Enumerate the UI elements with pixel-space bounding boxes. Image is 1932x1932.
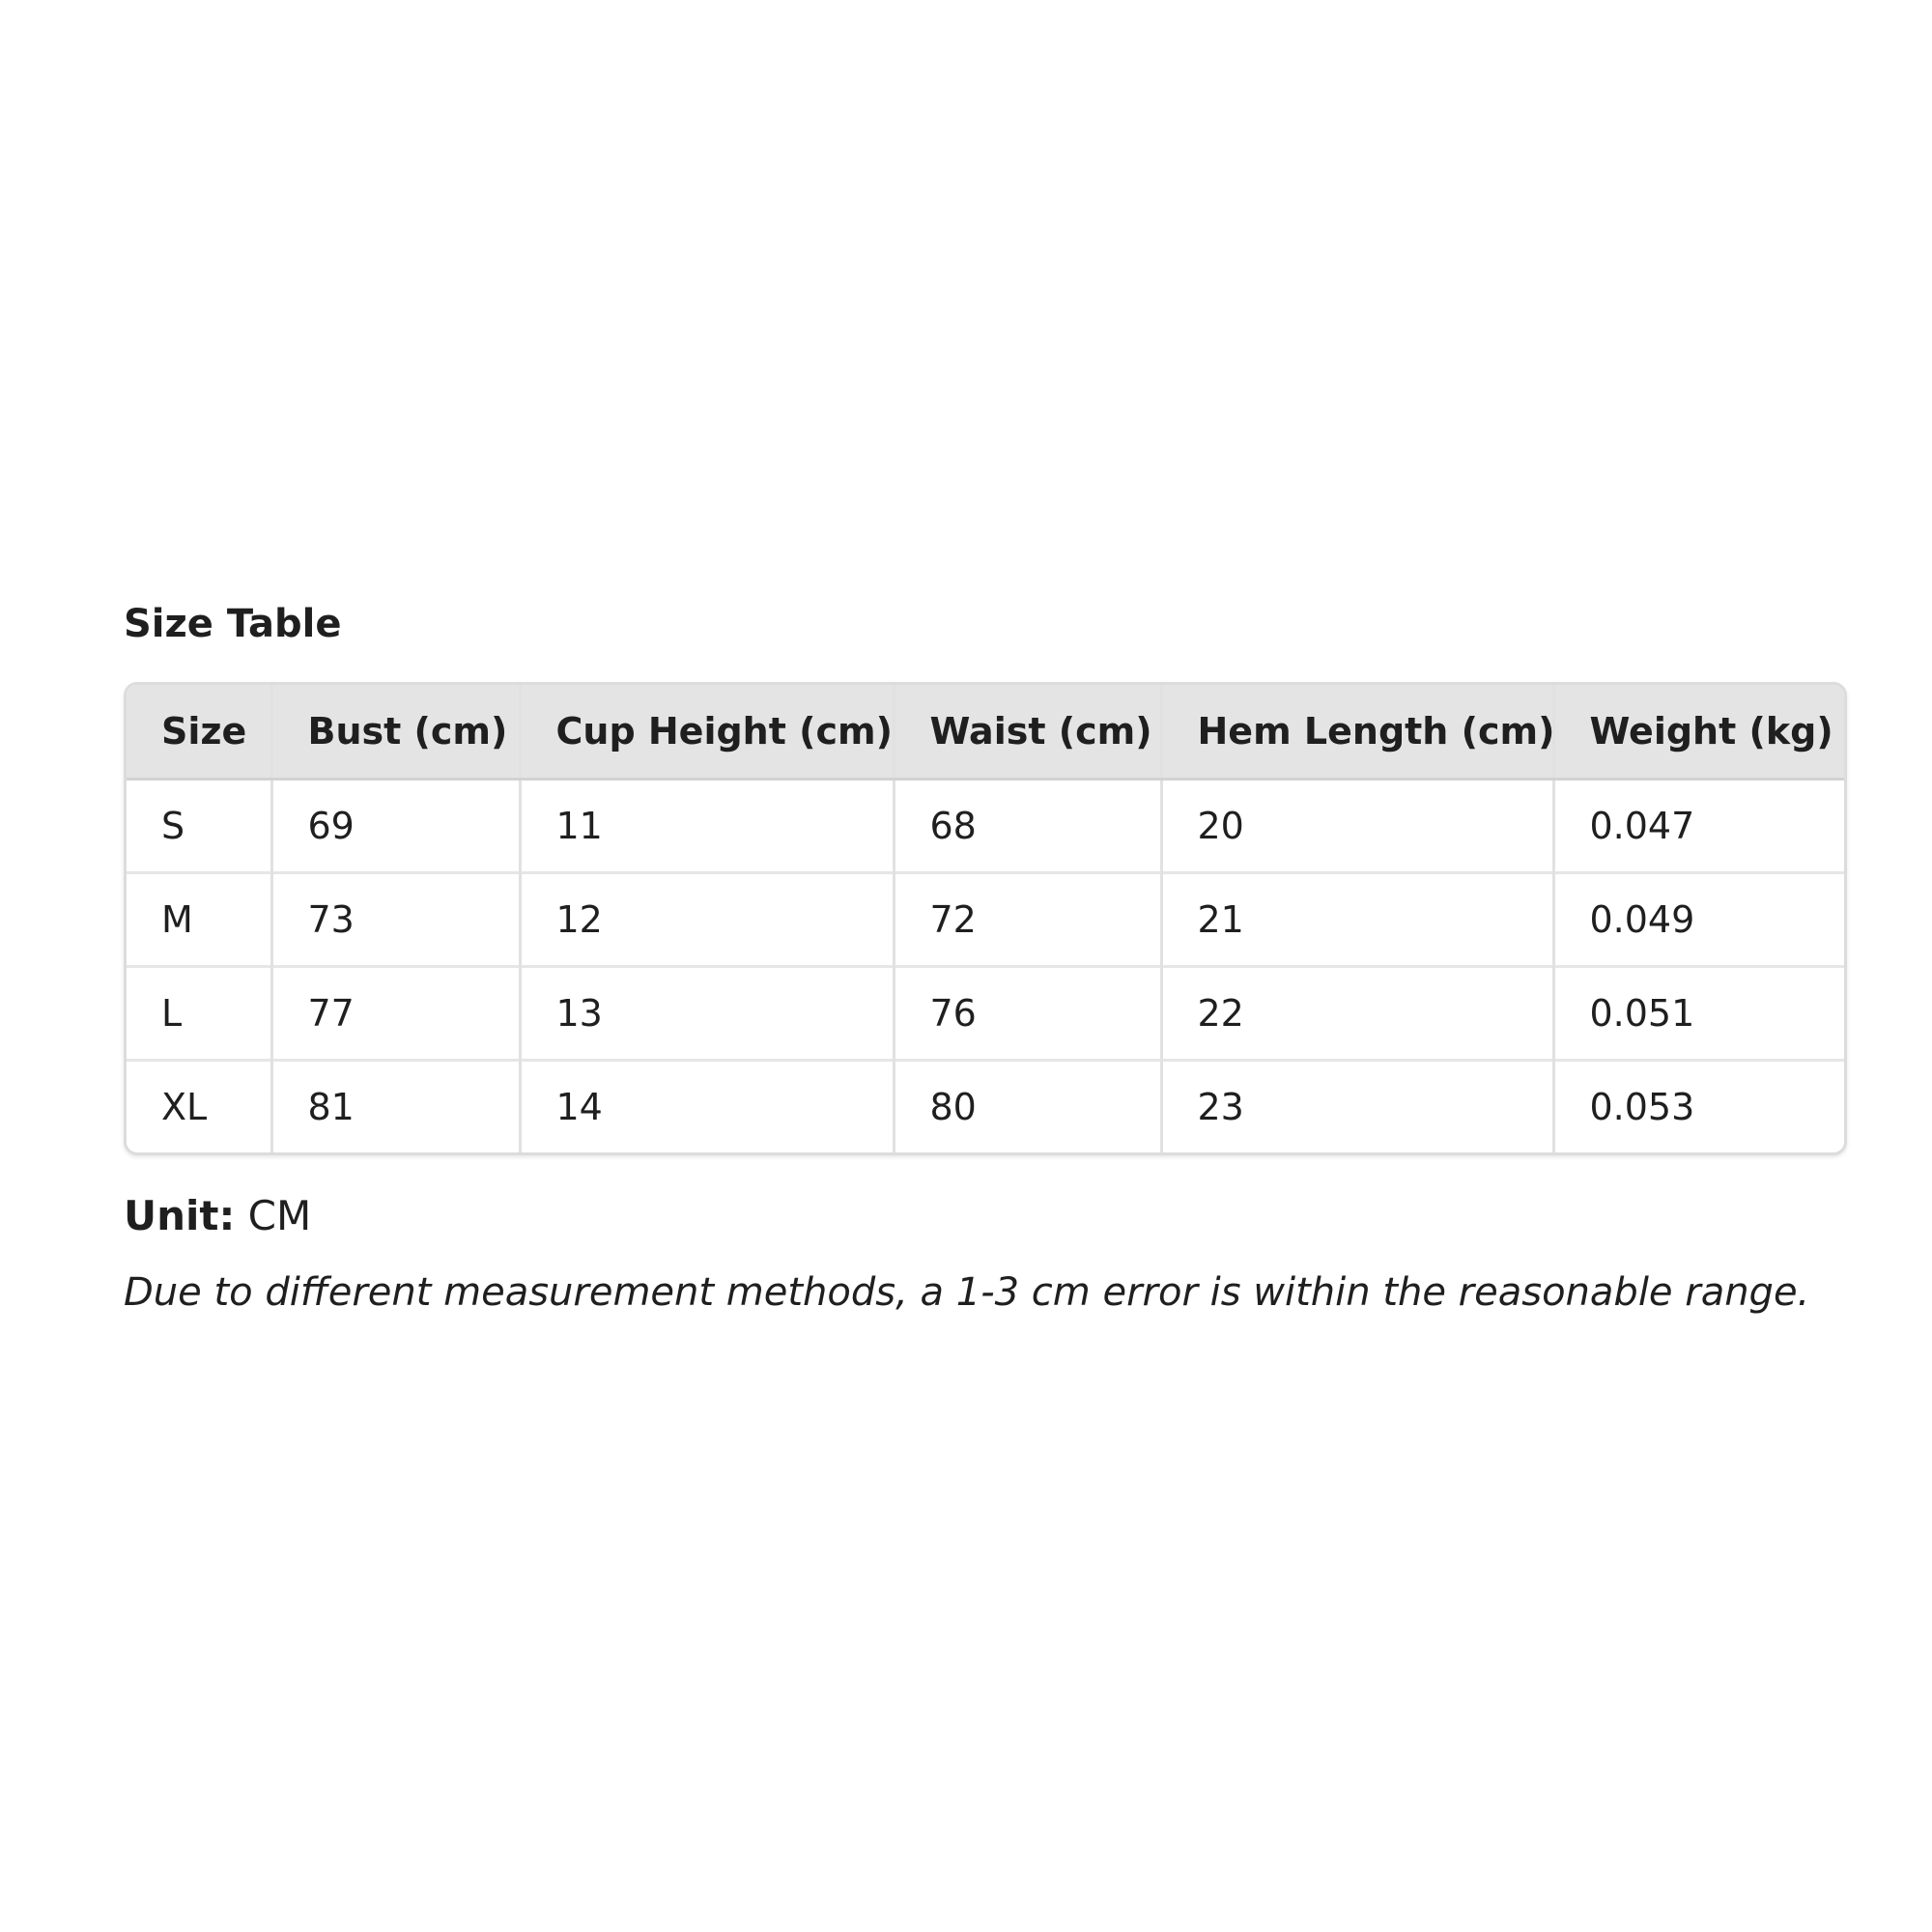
unit-line: Unit: CM [124, 1188, 1843, 1244]
cell-waist: 68 [894, 779, 1163, 873]
cell-hem-length: 20 [1161, 779, 1555, 873]
cell-size: M [127, 871, 273, 967]
page-title: Size Table [124, 602, 342, 646]
cell-waist: 76 [894, 965, 1163, 1061]
cell-hem-length: 22 [1161, 965, 1555, 1061]
header-cup-height: Cup Height (cm) [520, 685, 895, 781]
cell-hem-length: 21 [1161, 871, 1555, 967]
unit-label: Unit: [124, 1192, 236, 1239]
size-table: Size Bust (cm) Cup Height (cm) Waist (cm… [127, 685, 1844, 1152]
cell-bust: 73 [271, 871, 522, 967]
cell-size: XL [127, 1059, 273, 1152]
cell-weight: 0.049 [1553, 871, 1844, 967]
cell-cup-height: 14 [520, 1059, 895, 1152]
cell-waist: 80 [894, 1059, 1163, 1152]
table-row: L 77 13 76 22 0.051 [127, 965, 1844, 1061]
cell-weight: 0.051 [1553, 965, 1844, 1061]
cell-waist: 72 [894, 871, 1163, 967]
cell-weight: 0.047 [1589, 805, 1695, 847]
cell-size: S [127, 779, 273, 873]
table-row: S 69 11 68 20 0.047 [127, 779, 1844, 873]
header-waist: Waist (cm) [894, 685, 1163, 781]
cell-cup-height: 13 [520, 965, 895, 1061]
cell-hem-length: 23 [1161, 1059, 1555, 1152]
header-bust: Bust (cm) [271, 685, 522, 781]
size-table-container: Size Bust (cm) Cup Height (cm) Waist (cm… [124, 682, 1847, 1155]
cell-bust: 77 [271, 965, 522, 1061]
unit-value: CM [235, 1192, 312, 1239]
size-guide: Size Table Size Bust (cm) Cup Height (cm… [124, 597, 1847, 1320]
header-hem-length: Hem Length (cm) [1161, 685, 1555, 781]
table-header-row: Size Bust (cm) Cup Height (cm) Waist (cm… [127, 685, 1844, 781]
cell-cup-height: 12 [520, 871, 895, 967]
table-row: M 73 12 72 21 0.049 [127, 871, 1844, 967]
header-size: Size [127, 685, 273, 781]
header-weight: Weight (kg) [1553, 685, 1844, 781]
cell-size: L [127, 965, 273, 1061]
cell-cup-height: 11 [520, 779, 895, 873]
measurement-note: Due to different measurement methods, a … [124, 1270, 1810, 1315]
cell-weight: 0.053 [1553, 1059, 1844, 1152]
table-row: XL 81 14 80 23 0.053 [127, 1059, 1844, 1152]
cell-bust: 81 [271, 1059, 522, 1152]
cell-bust: 69 [271, 779, 522, 873]
